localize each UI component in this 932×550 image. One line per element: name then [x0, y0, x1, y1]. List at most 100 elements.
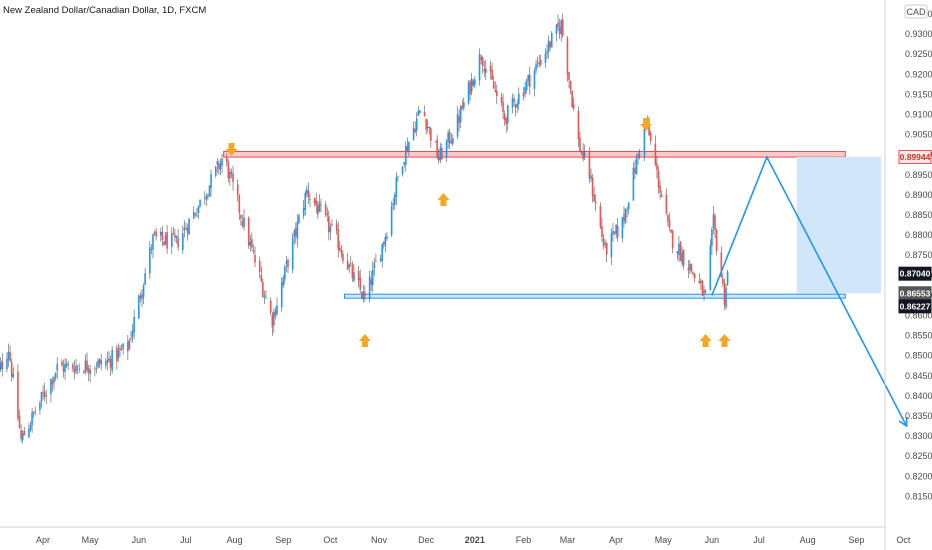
- currency-badge-box: [904, 4, 928, 19]
- candle-body: [528, 74, 531, 88]
- candle-body: [722, 278, 724, 284]
- candle-body: [160, 231, 162, 236]
- x-tick-label: 2021: [465, 535, 485, 545]
- candle-body: [138, 295, 140, 319]
- candle-body: [214, 166, 217, 176]
- candle-body: [251, 239, 253, 248]
- candle-body: [406, 145, 409, 152]
- x-tick-label: Oct: [896, 535, 911, 545]
- candle-body: [715, 229, 718, 252]
- candle-body: [461, 105, 464, 110]
- support-zone: [344, 293, 846, 299]
- x-tick-label: Nov: [371, 535, 388, 545]
- candle-body: [64, 363, 66, 372]
- candle-body: [45, 395, 48, 397]
- candle-body: [295, 228, 297, 236]
- candle-body: [238, 195, 241, 213]
- candle-body: [714, 215, 716, 231]
- candle-body: [474, 79, 476, 86]
- candle-body: [315, 200, 318, 207]
- candle-body: [227, 161, 230, 179]
- candle-body: [569, 80, 572, 90]
- candle-body: [240, 215, 242, 219]
- candle-body: [348, 264, 351, 268]
- candle-body: [445, 141, 448, 157]
- x-tick-label: Apr: [609, 535, 623, 545]
- candle-body: [364, 292, 366, 297]
- candle-body: [602, 238, 605, 246]
- candle-body: [1, 360, 4, 370]
- candle-body: [667, 215, 669, 222]
- candle-body: [725, 287, 727, 308]
- candle-body: [643, 124, 646, 157]
- candle-body: [208, 185, 211, 197]
- x-tick-label: Dec: [418, 535, 435, 545]
- candle-body: [635, 156, 638, 175]
- candle-body: [192, 212, 195, 219]
- candle-body: [199, 199, 201, 207]
- candle-body: [687, 268, 690, 271]
- candle-body: [221, 158, 223, 166]
- candle-body: [452, 138, 454, 144]
- candle-body: [142, 285, 145, 298]
- candle-body: [395, 177, 398, 198]
- candle-body: [149, 247, 151, 274]
- candle-body: [382, 242, 385, 245]
- candle-body: [65, 363, 68, 367]
- x-tick-label: Jun: [132, 535, 147, 545]
- candle-body: [390, 206, 393, 236]
- candle-body: [6, 358, 8, 370]
- candle-body: [671, 230, 674, 249]
- candle-body: [704, 290, 707, 293]
- candle-body: [679, 242, 682, 261]
- candle-body: [588, 151, 591, 179]
- candle-body: [39, 402, 41, 410]
- candle-body: [582, 151, 584, 159]
- marker-arrow-up: [358, 334, 371, 347]
- candle-body: [298, 215, 300, 223]
- candle-body: [109, 359, 112, 368]
- candle-body: [185, 229, 187, 230]
- price-label-stop: 0.86227: [900, 301, 931, 311]
- candle-body: [87, 367, 90, 373]
- candle-body: [182, 233, 184, 251]
- x-tick-label: Jul: [180, 535, 192, 545]
- candle-body: [693, 274, 696, 279]
- candle-body: [590, 175, 592, 179]
- candle-body: [360, 292, 363, 299]
- candle-body: [337, 229, 340, 250]
- candle-body: [34, 412, 37, 414]
- candle-body: [426, 126, 429, 129]
- candle-body: [122, 343, 124, 349]
- x-tick-label: Aug: [227, 535, 243, 545]
- candle-body: [494, 89, 497, 92]
- candle-body: [610, 233, 613, 258]
- candle-body: [23, 430, 26, 436]
- candles-layer: [0, 13, 729, 444]
- candle-body: [489, 65, 492, 72]
- candle-body: [304, 192, 307, 210]
- candle-body: [439, 147, 442, 161]
- candle-body: [196, 215, 198, 217]
- projection-line: [711, 155, 908, 427]
- candle-body: [141, 294, 143, 300]
- candle-body: [682, 249, 685, 266]
- candle-body: [371, 269, 374, 286]
- candle-body: [425, 119, 427, 130]
- candle-body: [558, 26, 561, 34]
- x-tick-label: Jul: [753, 535, 765, 545]
- candle-body: [500, 96, 503, 103]
- candle-body: [419, 110, 421, 113]
- candle-body: [615, 224, 617, 235]
- price-label-resistance: 0.89944: [900, 152, 931, 162]
- candle-body: [591, 177, 594, 196]
